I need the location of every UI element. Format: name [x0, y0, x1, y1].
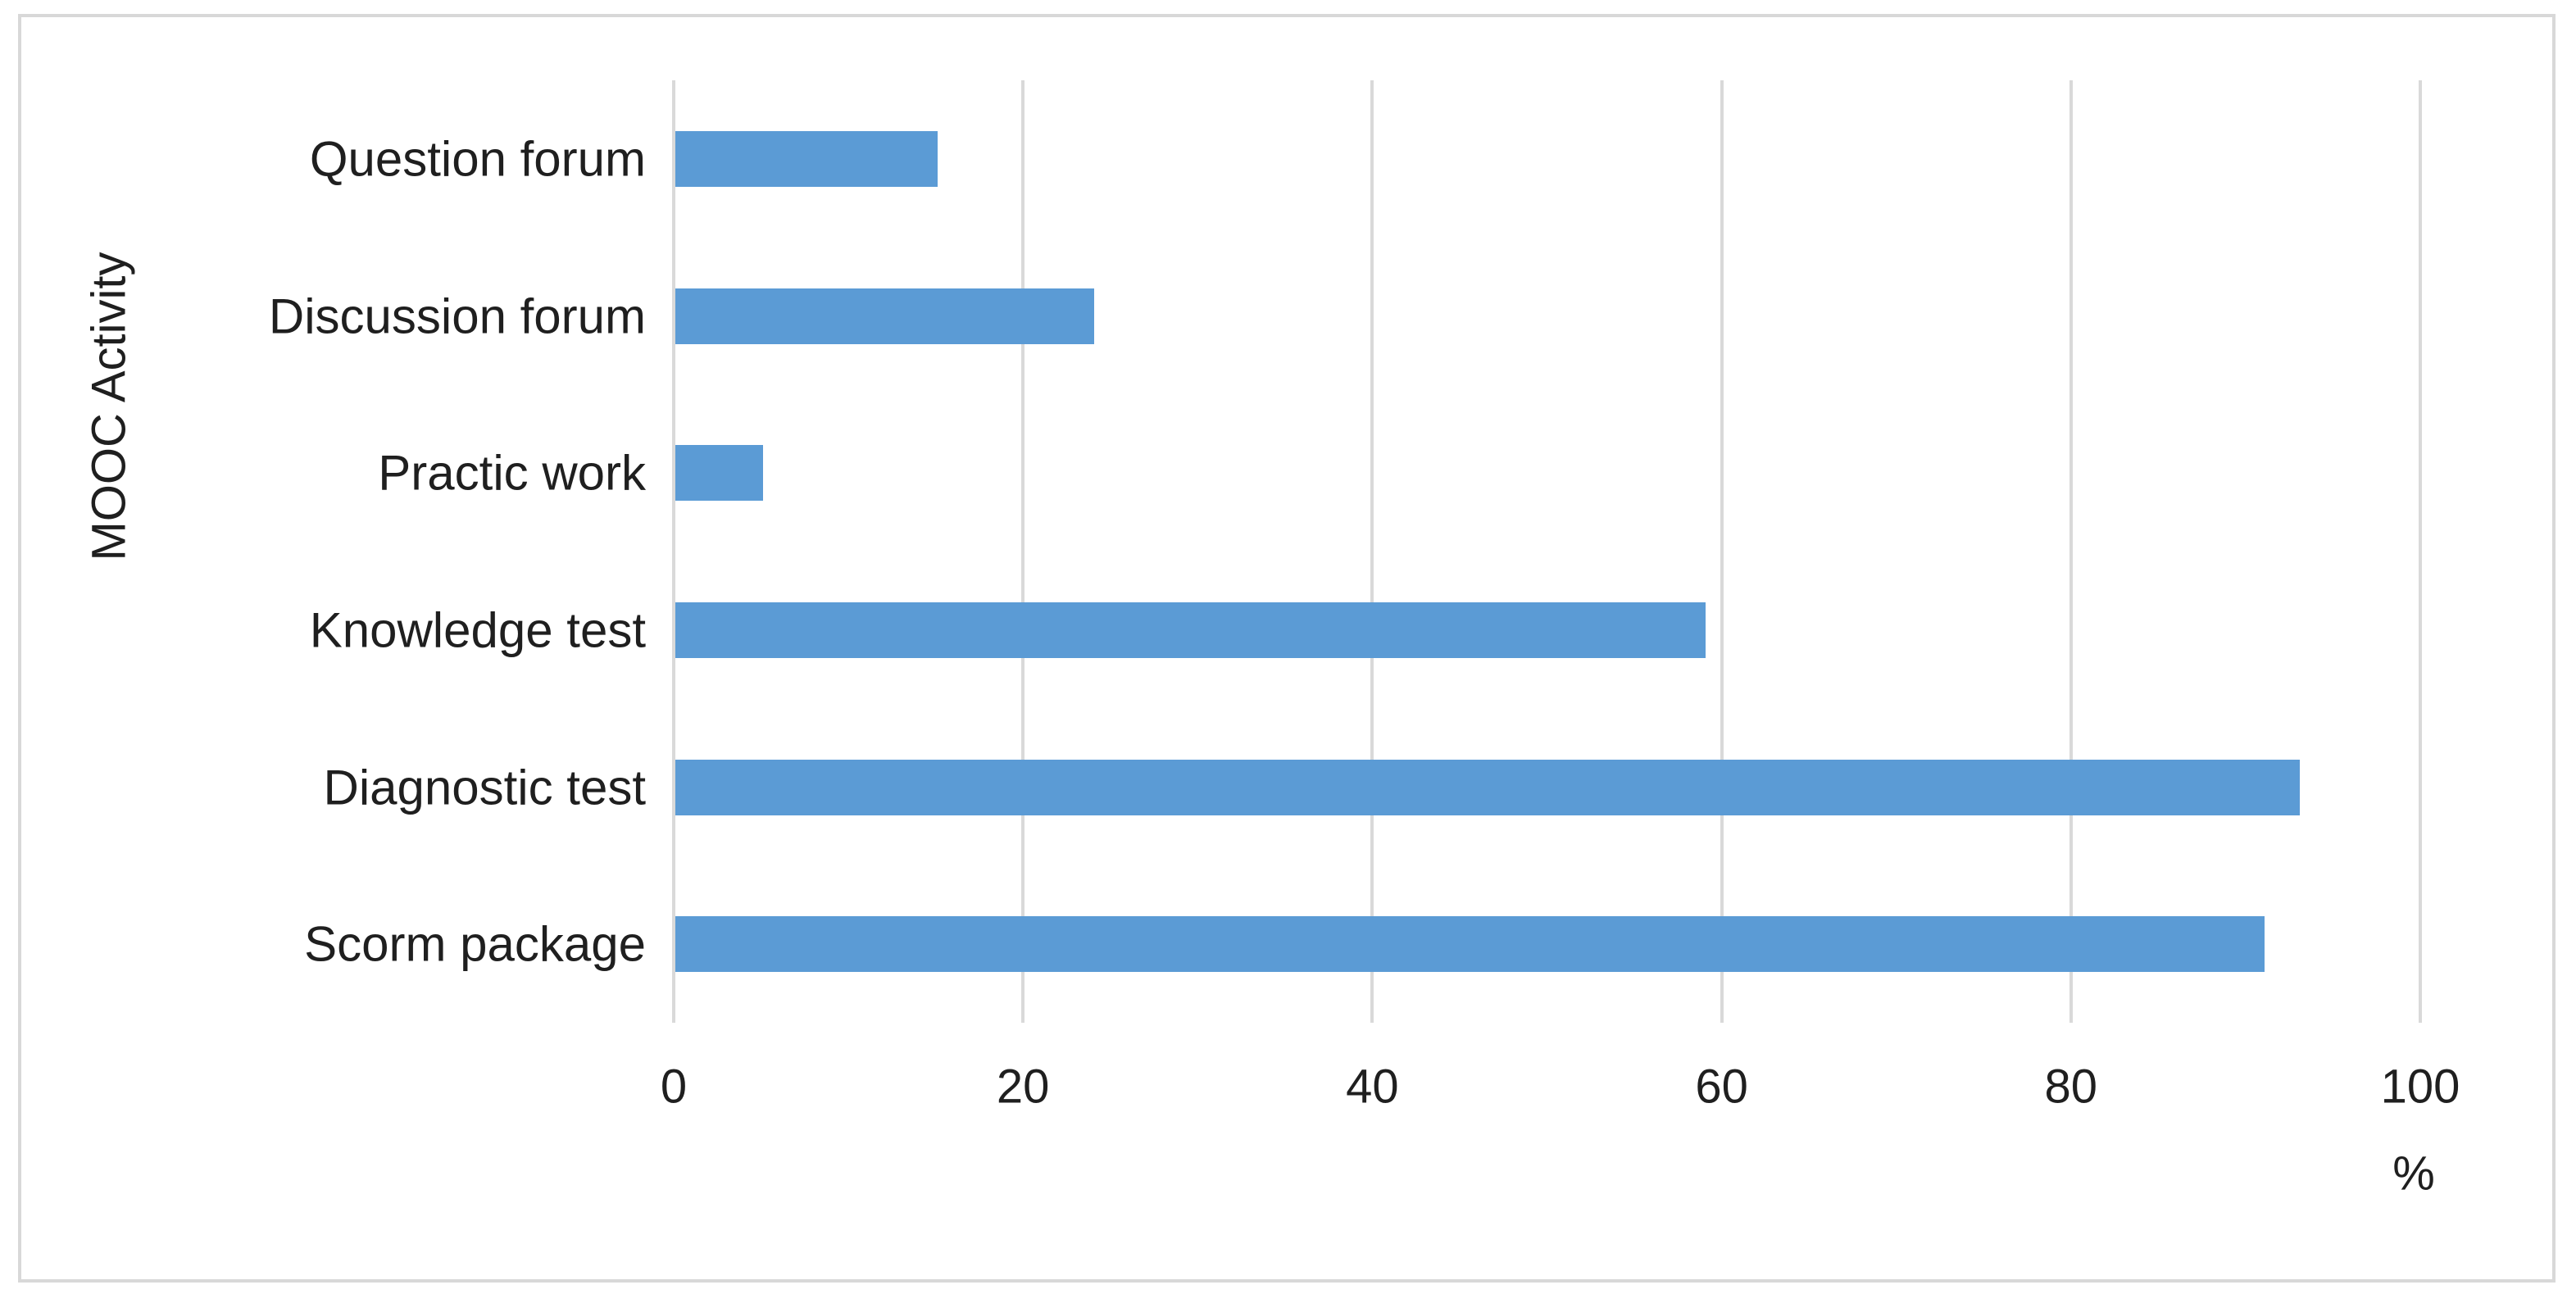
y-axis-title: MOOC Activity	[82, 252, 136, 561]
bar-scorm-package	[675, 916, 2265, 973]
gridline-100	[2419, 80, 2422, 1023]
gridline-80	[2069, 80, 2073, 1023]
gridline-60	[1720, 80, 1724, 1023]
bar-practic-work	[675, 445, 763, 502]
category-label-question-forum: Question forum	[309, 131, 646, 187]
category-label-practic-work: Practic work	[378, 445, 646, 501]
category-label-diagnostic-test: Diagnostic test	[323, 760, 646, 815]
x-tick-label-40: 40	[1346, 1060, 1399, 1114]
bar-discussion-forum	[675, 288, 1094, 344]
x-tick-label-60: 60	[1695, 1060, 1748, 1114]
x-axis-unit-label: %	[2392, 1146, 2435, 1201]
gridline-20	[1021, 80, 1025, 1023]
bar-diagnostic-test	[675, 759, 2300, 815]
x-tick-label-20: 20	[996, 1060, 1050, 1114]
bar-question-forum	[675, 130, 938, 187]
category-label-scorm-package: Scorm package	[304, 916, 646, 972]
gridline-0	[672, 80, 675, 1023]
category-label-discussion-forum: Discussion forum	[268, 288, 646, 343]
x-tick-label-0: 0	[660, 1060, 688, 1114]
x-tick-label-100: 100	[2380, 1060, 2460, 1114]
x-tick-label-80: 80	[2044, 1060, 2098, 1114]
bar-knowledge-test	[675, 602, 1706, 658]
gridline-40	[1370, 80, 1374, 1023]
category-label-knowledge-test: Knowledge test	[309, 602, 646, 658]
